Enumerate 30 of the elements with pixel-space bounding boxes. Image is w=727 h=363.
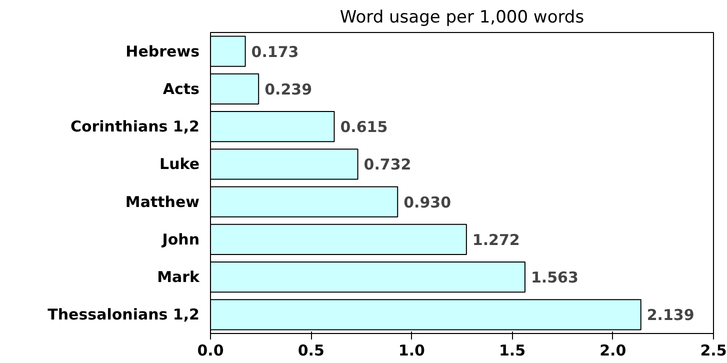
bar	[210, 224, 467, 255]
y-tick-label: Hebrews	[126, 42, 200, 60]
bar	[210, 262, 526, 293]
bar	[210, 148, 358, 180]
data-label: 0.732	[364, 156, 412, 174]
y-tick-label: Luke	[160, 155, 200, 174]
data-label: 1.272	[472, 230, 520, 249]
x-tick-label: 2.0	[600, 342, 626, 360]
bar	[210, 111, 335, 142]
y-tick-label: Mark	[157, 268, 201, 286]
y-tick-label: Acts	[162, 80, 200, 98]
data-label: 2.139	[646, 306, 694, 324]
bar	[210, 36, 246, 67]
data-label: 0.930	[404, 193, 452, 212]
x-tick-label: 1.0	[398, 342, 425, 360]
x-tick-label: 2.5	[700, 342, 727, 360]
x-tick-label: 0.0	[197, 342, 224, 360]
chart-title: Word usage per 1,000 words	[340, 8, 584, 28]
data-label: 0.239	[264, 80, 312, 98]
data-label: 1.563	[530, 268, 578, 287]
data-label: 0.615	[340, 118, 388, 136]
y-tick-label: Corinthians 1,2	[70, 118, 200, 136]
y-tick-label: Thessalonians 1,2	[48, 306, 200, 324]
bar	[210, 73, 260, 104]
x-tick-label: 0.5	[298, 342, 324, 360]
y-tick-label: John	[161, 230, 200, 248]
y-tick-label: Matthew	[125, 192, 200, 211]
bar	[210, 186, 398, 218]
data-label: 0.173	[251, 42, 299, 61]
x-tick-label: 1.5	[499, 342, 526, 360]
